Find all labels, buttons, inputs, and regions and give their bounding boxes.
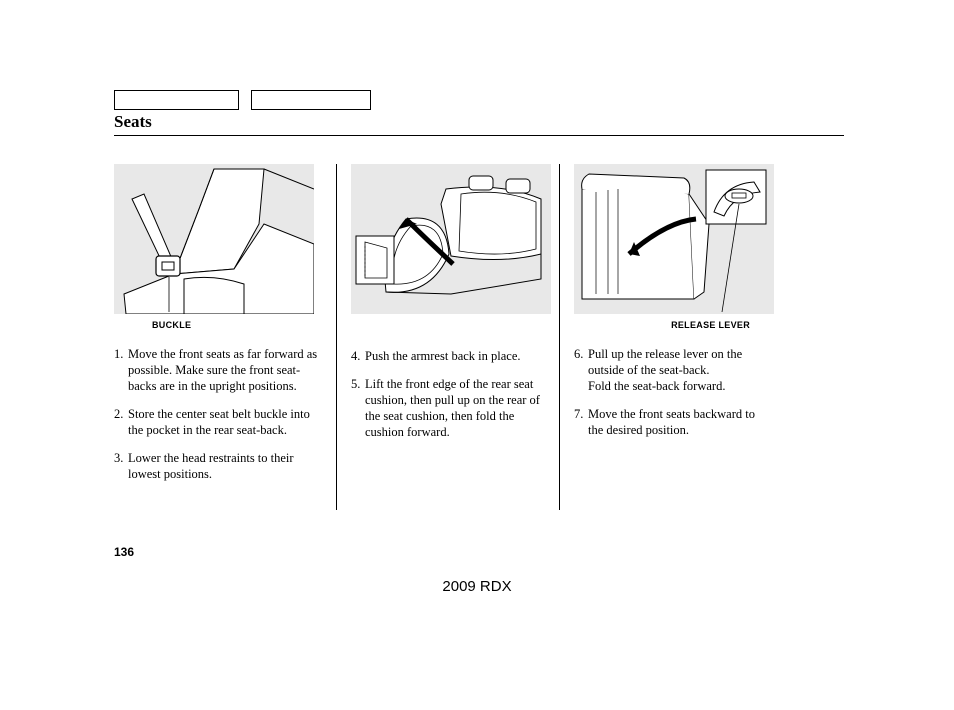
instruction-list-3: Pull up the release lever on the outside…	[574, 346, 770, 438]
header-box-1	[114, 90, 239, 110]
list-item: Pull up the release lever on the outside…	[574, 346, 770, 394]
column-3: RELEASE LEVER Pull up the release lever …	[560, 164, 780, 510]
figure-seat-fold	[351, 164, 551, 314]
list-item: Push the armrest back in place.	[351, 348, 545, 364]
list-item: Lower the head restraints to their lowes…	[114, 450, 326, 482]
instruction-list-2: Push the armrest back in place. Lift the…	[351, 348, 545, 440]
list-item: Lift the front edge of the rear seat cus…	[351, 376, 545, 440]
page-title: Seats	[114, 112, 844, 132]
page-number: 136	[114, 545, 134, 559]
instruction-list-1: Move the front seats as far forward as p…	[114, 346, 326, 482]
page-content: Seats	[114, 90, 844, 510]
figure-buckle	[114, 164, 314, 314]
figure-caption-2	[351, 320, 545, 332]
figure-release-lever	[574, 164, 774, 314]
figure-caption-3: RELEASE LEVER	[574, 320, 770, 330]
list-item: Store the center seat belt buckle into t…	[114, 406, 326, 438]
header-box-2	[251, 90, 371, 110]
list-item: Move the front seats backward to the des…	[574, 406, 770, 438]
columns: BUCKLE Move the front seats as far forwa…	[114, 164, 844, 510]
title-row: Seats	[114, 112, 844, 136]
list-item: Move the front seats as far forward as p…	[114, 346, 326, 394]
header-boxes	[114, 90, 844, 110]
column-1: BUCKLE Move the front seats as far forwa…	[114, 164, 336, 510]
footer-model: 2009 RDX	[0, 578, 954, 595]
column-2: Push the armrest back in place. Lift the…	[336, 164, 560, 510]
figure-caption-1: BUCKLE	[114, 320, 326, 330]
